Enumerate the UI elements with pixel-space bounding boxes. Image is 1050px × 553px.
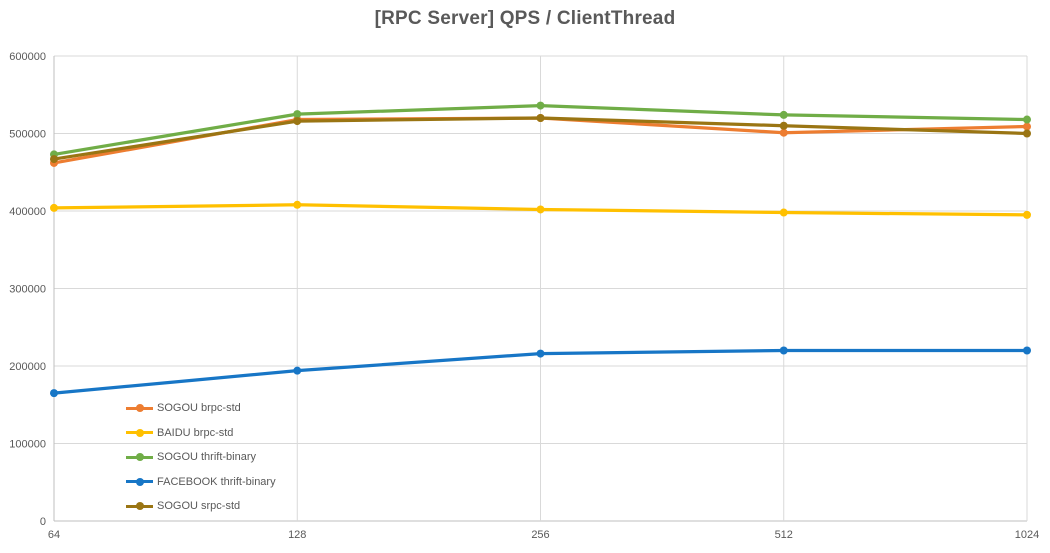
- legend-dot-icon: [135, 404, 144, 413]
- data-point-marker: [293, 110, 302, 119]
- data-point-marker: [50, 203, 58, 212]
- y-axis-tick-label: 400000: [9, 206, 46, 218]
- data-point-marker: [779, 128, 788, 137]
- data-point-marker: [779, 121, 788, 130]
- data-point-marker: [1023, 115, 1031, 124]
- y-axis-tick-label: 100000: [9, 439, 46, 451]
- data-point-marker: [779, 208, 788, 217]
- data-point-marker: [536, 101, 545, 110]
- legend-item: BAIDU brpc-std: [126, 421, 276, 446]
- legend-item: SOGOU srpc-std: [126, 494, 276, 519]
- data-point-marker: [1023, 210, 1031, 219]
- data-point-marker: [293, 200, 302, 209]
- y-axis-tick-label: 0: [40, 516, 46, 528]
- x-axis-tick-label: 1024: [1015, 529, 1039, 541]
- legend-item: FACEBOOK thrift-binary: [126, 470, 276, 495]
- chart-legend: SOGOU brpc-std BAIDU brpc-std SOGOU thrift…: [126, 396, 276, 519]
- legend-label: SOGOU thrift-binary: [157, 451, 257, 464]
- legend-dot-icon: [135, 502, 144, 511]
- legend-line-marker-icon: [126, 477, 153, 486]
- legend-label: SOGOU brpc-std: [157, 402, 241, 415]
- data-point-marker: [1023, 129, 1031, 138]
- data-point-marker: [293, 366, 302, 375]
- data-point-marker: [293, 117, 302, 126]
- legend-line-marker-icon: [126, 502, 153, 511]
- legend-label: BAIDU brpc-std: [157, 426, 234, 439]
- legend-dot-icon: [135, 453, 144, 462]
- legend-item: SOGOU brpc-std: [126, 396, 276, 421]
- data-point-marker: [779, 346, 788, 355]
- data-point-marker: [536, 205, 545, 214]
- x-axis-tick-label: 128: [288, 529, 306, 541]
- legend-line-marker-icon: [126, 404, 153, 413]
- data-point-marker: [1023, 346, 1031, 355]
- data-point-marker: [1023, 122, 1031, 131]
- data-point-marker: [536, 114, 545, 122]
- legend-line-marker-icon: [126, 453, 153, 462]
- legend-line-marker-icon: [126, 428, 153, 437]
- y-axis-tick-label: 600000: [9, 51, 46, 63]
- y-axis-tick-label: 300000: [9, 284, 46, 296]
- data-point-marker: [50, 155, 58, 164]
- x-axis-tick-label: 512: [775, 529, 793, 541]
- x-axis-tick-label: 256: [531, 529, 549, 541]
- chart-title: [RPC Server] QPS / ClientThread: [374, 8, 676, 29]
- legend-item: SOGOU thrift-binary: [126, 445, 276, 470]
- legend-label: SOGOU srpc-std: [157, 500, 241, 513]
- y-axis-tick-label: 500000: [9, 129, 46, 141]
- data-point-marker: [779, 110, 788, 119]
- data-point-marker: [50, 389, 58, 398]
- legend-dot-icon: [135, 477, 144, 486]
- data-point-marker: [536, 349, 545, 358]
- legend-label: FACEBOOK thrift-binary: [157, 475, 276, 488]
- legend-dot-icon: [135, 428, 144, 437]
- y-axis-tick-label: 200000: [9, 361, 46, 373]
- x-axis-tick-label: 64: [48, 529, 60, 541]
